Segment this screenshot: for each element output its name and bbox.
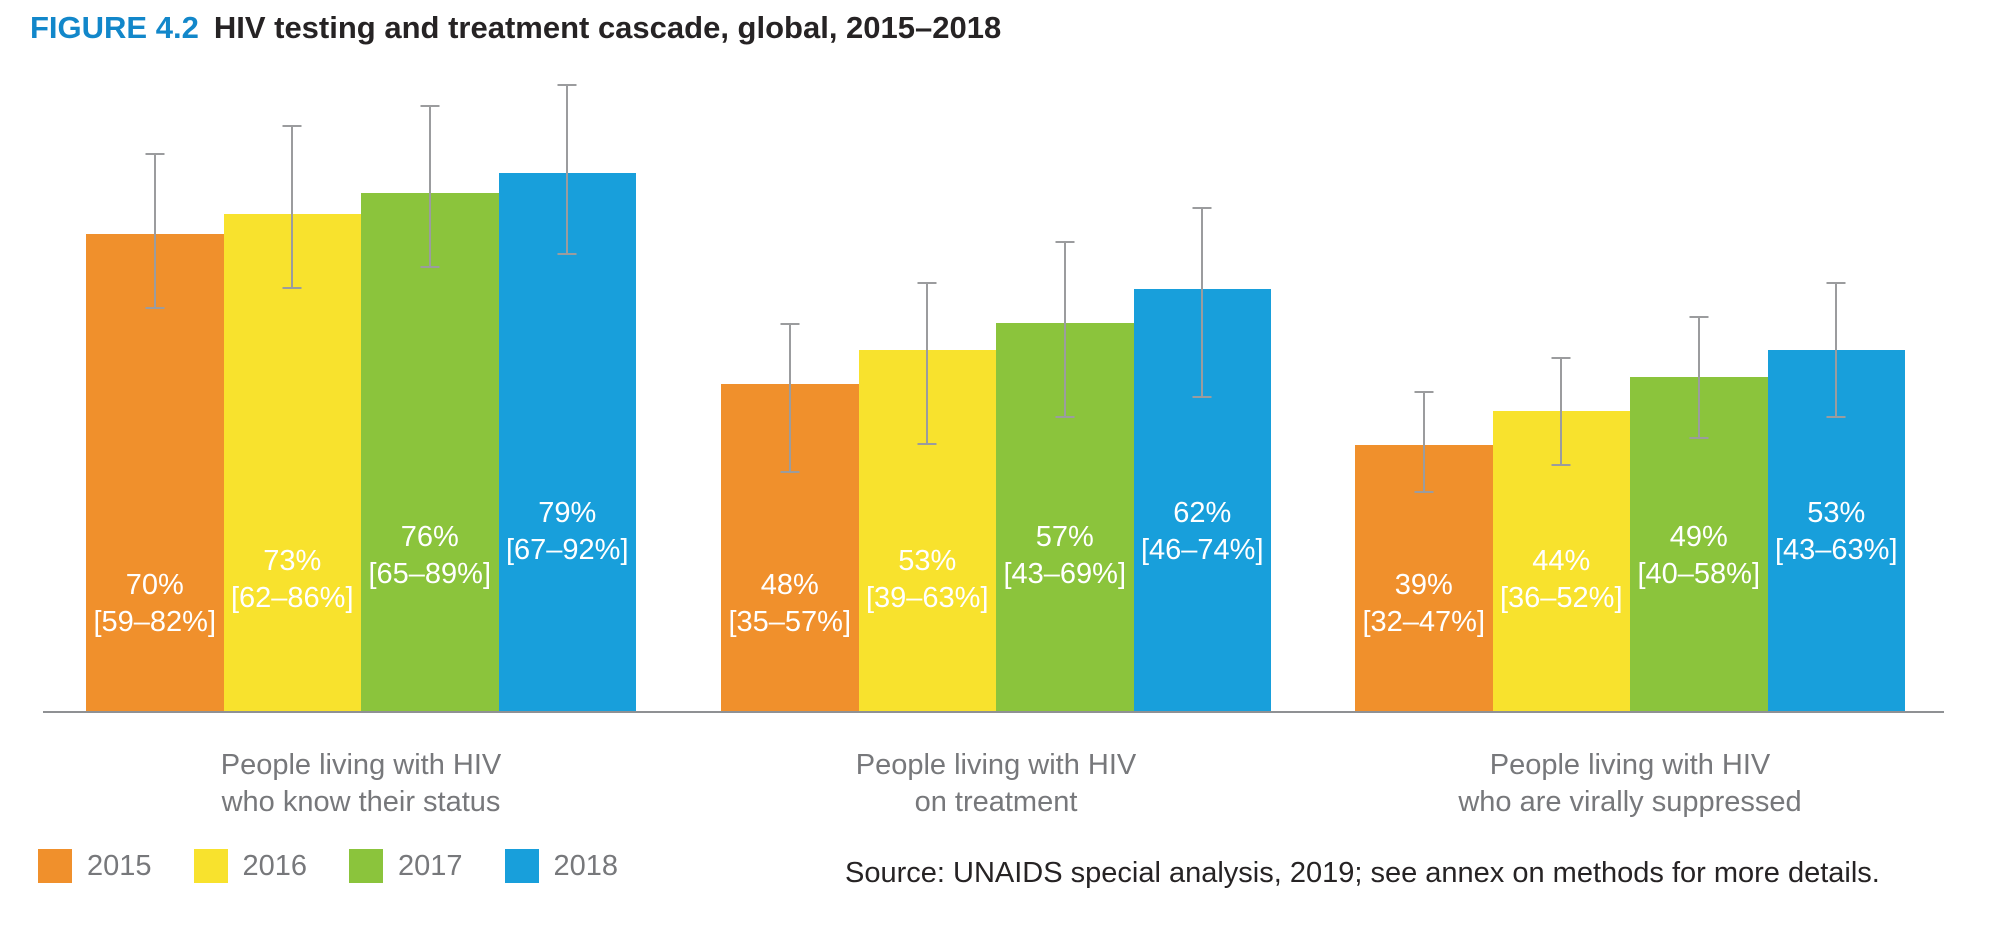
chart-legend: 2015 2016 2017 2018 xyxy=(38,849,618,883)
bar-group-1: 48% [35–57%] 53% [39–63%] 57% [43–69%] 62% [46–… xyxy=(721,30,1271,711)
legend-item-2016: 2016 xyxy=(193,849,308,883)
category-label-line1: People living with HIV xyxy=(855,749,1137,781)
bar-value-label-2017-group1: 57% [43–69%] xyxy=(980,519,1150,593)
error-bar-2016-group1 xyxy=(926,281,929,446)
legend-swatch-2016 xyxy=(193,849,228,883)
bar-ci-text: [43–63%] xyxy=(1774,534,1898,566)
legend-item-2015: 2015 xyxy=(38,849,152,883)
error-bar-2015-group0 xyxy=(153,152,156,310)
category-label-2: People living with HIV who are virally su… xyxy=(1355,747,1905,821)
error-bar-2018-group0 xyxy=(566,84,569,255)
legend-label-2016: 2016 xyxy=(242,849,308,882)
bar-ci-text: [43–69%] xyxy=(1003,558,1127,590)
bar-value-label-2015-group1: 48% [35–57%] xyxy=(705,567,875,641)
bar-value-text: 53% xyxy=(898,545,957,577)
bar-ci-text: [65–89%] xyxy=(368,558,492,590)
bar-value-text: 48% xyxy=(760,569,819,601)
bar-value-label-2015-group2: 39% [32–47%] xyxy=(1339,567,1509,641)
bar-value-text: 57% xyxy=(1035,521,1094,553)
legend-item-2017: 2017 xyxy=(349,849,463,883)
bar-ci-text: [59–82%] xyxy=(93,606,217,638)
bar-value-label-2018-group0: 79% [67–92%] xyxy=(482,495,652,569)
category-label-line2: who know their status xyxy=(221,786,501,818)
bar-value-text: 70% xyxy=(125,569,184,601)
figure-header: FIGURE 4.2 HIV testing and treatment cas… xyxy=(30,10,1001,46)
figure-number: FIGURE 4.2 xyxy=(30,10,199,45)
bar-value-label-2016-group2: 44% [36–52%] xyxy=(1476,543,1646,617)
category-label-line2: who are virally suppressed xyxy=(1458,786,1802,818)
source-note: Source: UNAIDS special analysis, 2019; s… xyxy=(845,857,1880,889)
legend-item-2018: 2018 xyxy=(504,849,619,883)
bar-ci-text: [39–63%] xyxy=(865,582,989,614)
bar-2016-group0: 73% [62–86%] xyxy=(223,125,361,711)
bar-2018-group0: 79% [67–92%] xyxy=(498,84,636,711)
bar-ci-text: [46–74%] xyxy=(1140,534,1264,566)
bar-2015-group2: 39% [32–47%] xyxy=(1355,390,1493,711)
bar-value-label-2016-group0: 73% [62–86%] xyxy=(207,543,377,617)
bar-value-text: 73% xyxy=(263,545,322,577)
category-label-line1: People living with HIV xyxy=(220,749,502,781)
category-label-0: People living with HIV who know their sta… xyxy=(86,747,636,821)
error-bar-2017-group1 xyxy=(1063,241,1066,419)
category-axis-labels: People living with HIV who know their sta… xyxy=(43,747,1944,827)
bar-2017-group2: 49% [40–58%] xyxy=(1630,316,1768,711)
bar-value-label-2017-group0: 76% [65–89%] xyxy=(345,519,515,593)
bar-value-label-2018-group1: 62% [46–74%] xyxy=(1117,495,1287,569)
error-bar-2015-group1 xyxy=(788,322,791,473)
bar-value-label-2015-group0: 70% [59–82%] xyxy=(70,567,240,641)
error-bar-2018-group1 xyxy=(1201,207,1204,398)
legend-swatch-2018 xyxy=(504,849,539,883)
bar-2016-group2: 44% [36–52%] xyxy=(1492,356,1630,711)
bar-2015-group0: 70% [59–82%] xyxy=(86,152,224,711)
bar-value-text: 76% xyxy=(400,521,459,553)
category-label-1: People living with HIV on treatment xyxy=(721,747,1271,821)
legend-label-2018: 2018 xyxy=(553,849,619,882)
bar-value-label-2018-group2: 53% [43–63%] xyxy=(1751,495,1921,569)
category-label-line2: on treatment xyxy=(914,786,1078,818)
bar-value-text: 49% xyxy=(1669,521,1728,553)
bar-2016-group1: 53% [39–63%] xyxy=(858,281,996,711)
bar-2017-group0: 76% [65–89%] xyxy=(361,104,499,711)
bar-group-0: 70% [59–82%] 73% [62–86%] 76% [65–89%] 79% [67–… xyxy=(86,30,636,711)
bar-value-text: 62% xyxy=(1173,497,1232,529)
bar-ci-text: [67–92%] xyxy=(505,534,629,566)
bar-ci-text: [62–86%] xyxy=(230,582,354,614)
error-bar-2016-group2 xyxy=(1560,356,1563,466)
bar-value-text: 53% xyxy=(1807,497,1866,529)
bar-value-label-2016-group1: 53% [39–63%] xyxy=(842,543,1012,617)
bar-chart: 70% [59–82%] 73% [62–86%] 76% [65–89%] 79% [67–… xyxy=(43,30,1944,713)
category-label-line1: People living with HIV xyxy=(1489,749,1771,781)
bar-ci-text: [32–47%] xyxy=(1362,606,1486,638)
bar-ci-text: [36–52%] xyxy=(1499,582,1623,614)
bar-2015-group1: 48% [35–57%] xyxy=(721,322,859,711)
bar-value-text: 44% xyxy=(1532,545,1591,577)
bar-group-2: 39% [32–47%] 44% [36–52%] 49% [40–58%] 53% [43–… xyxy=(1355,30,1905,711)
bar-value-text: 39% xyxy=(1394,569,1453,601)
bar-value-text: 79% xyxy=(538,497,597,529)
legend-swatch-2015 xyxy=(38,849,72,883)
error-bar-2017-group0 xyxy=(428,104,431,269)
legend-label-2015: 2015 xyxy=(87,849,152,882)
bar-2017-group1: 57% [43–69%] xyxy=(996,241,1134,711)
bar-value-label-2017-group2: 49% [40–58%] xyxy=(1614,519,1784,593)
error-bar-2015-group2 xyxy=(1422,390,1425,494)
bar-ci-text: [35–57%] xyxy=(728,606,852,638)
bar-ci-text: [40–58%] xyxy=(1637,558,1761,590)
error-bar-2016-group0 xyxy=(291,125,294,289)
bar-2018-group1: 62% [46–74%] xyxy=(1133,207,1271,711)
legend-label-2017: 2017 xyxy=(398,849,463,882)
bar-2018-group2: 53% [43–63%] xyxy=(1767,281,1905,711)
legend-swatch-2017 xyxy=(349,849,384,883)
error-bar-2018-group2 xyxy=(1835,281,1838,419)
error-bar-2017-group2 xyxy=(1697,316,1700,439)
figure-title: HIV testing and treatment cascade, globa… xyxy=(213,10,1002,45)
